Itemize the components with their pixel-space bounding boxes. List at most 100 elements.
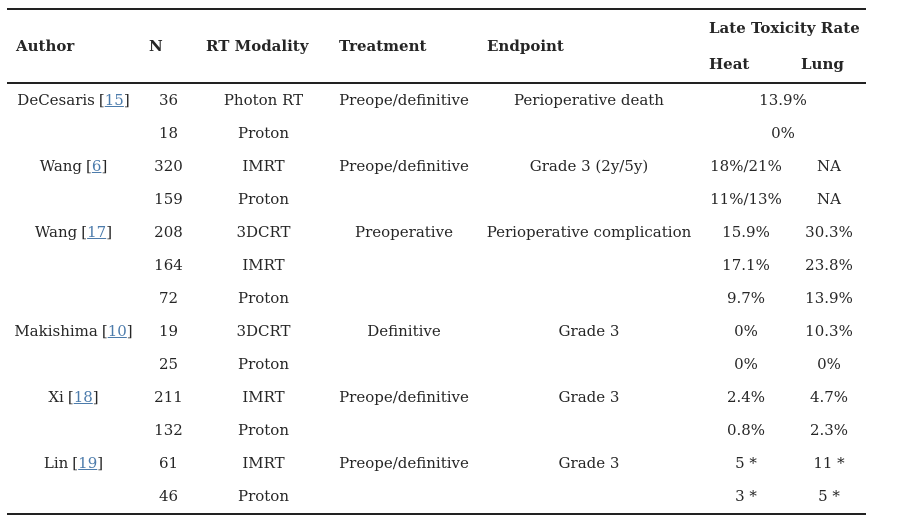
author-name: DeCesaris [17, 91, 95, 109]
n-cell: 18 [158, 124, 179, 142]
header-row-sub: Heat Lung [7, 46, 866, 84]
table-row: 164 IMRT 17.1% 23.8% [7, 249, 866, 282]
modality-cell: 3DCRT [236, 223, 291, 241]
toxicity-merged-cell: 0% [771, 124, 795, 142]
reference-link[interactable]: 18 [73, 388, 93, 406]
col-header-author: Author [7, 9, 140, 84]
heat-cell: 0.8% [726, 421, 766, 439]
table-row: 159 Proton 11%/13% NA [7, 183, 866, 216]
col-header-treatment: Treatment [330, 9, 478, 84]
modality-cell: Proton [237, 289, 289, 307]
lung-cell: 30.3% [805, 223, 853, 241]
table-row: DeCesaris [15] 36 Photon RT Preope/defini… [7, 83, 866, 117]
treatment-cell: Preope/definitive [339, 91, 469, 109]
lung-cell: 5 * [818, 487, 840, 505]
table-row: 72 Proton 9.7% 13.9% [7, 282, 866, 315]
n-cell: 36 [158, 91, 179, 109]
late-toxicity-table: Author N RT Modality Treatment Endpoint … [7, 8, 866, 515]
ref-bracket-close: ] [106, 223, 113, 241]
n-cell: 320 [154, 157, 183, 175]
author-name: Lin [43, 454, 69, 472]
treatment-cell: Preope/definitive [339, 454, 469, 472]
endpoint-cell: Grade 3 (2y/5y) [529, 157, 649, 175]
reference-link[interactable]: 6 [91, 157, 102, 175]
author-cell: DeCesaris [15] [7, 83, 140, 150]
col-header-endpoint: Endpoint [478, 9, 700, 84]
treatment-cell: Preope/definitive [339, 388, 469, 406]
ref-bracket-open: [ [101, 322, 108, 340]
col-header-heat: Heat [700, 46, 792, 84]
n-cell: 159 [154, 190, 183, 208]
table-row: Xi [18] 211 IMRT Preope/definitive Grade … [7, 381, 866, 414]
table-row: 132 Proton 0.8% 2.3% [7, 414, 866, 447]
table-row: Lin [19] 61 IMRT Preope/definitive Grade … [7, 447, 866, 480]
author-name: Makishima [14, 322, 98, 340]
ref-bracket-open: [ [98, 91, 105, 109]
heat-cell: 11%/13% [710, 190, 782, 208]
modality-cell: IMRT [242, 157, 285, 175]
col-group-header-late-toxicity-rate: Late Toxicity Rate [709, 19, 860, 37]
endpoint-cell: Perioperative complication [486, 223, 692, 241]
modality-cell: Proton [237, 190, 289, 208]
heat-cell: 3 * [735, 487, 757, 505]
endpoint-cell: Grade 3 [558, 454, 620, 472]
col-header-lung: Lung [792, 46, 866, 84]
table-row: 25 Proton 0% 0% [7, 348, 866, 381]
modality-cell: 3DCRT [236, 322, 291, 340]
author-cell: Wang [6] [7, 150, 140, 216]
n-cell: 19 [158, 322, 179, 340]
modality-cell: Proton [237, 421, 289, 439]
lung-cell: NA [817, 190, 841, 208]
modality-cell: Proton [237, 124, 289, 142]
n-cell: 72 [158, 289, 179, 307]
heat-cell: 18%/21% [710, 157, 782, 175]
ref-bracket-open: [ [86, 157, 92, 175]
table-row: 18 Proton 0% [7, 117, 866, 150]
col-header-rt-modality: RT Modality [197, 9, 330, 84]
heat-cell: 2.4% [726, 388, 766, 406]
author-cell: Xi [18] [7, 381, 140, 447]
reference-link[interactable]: 17 [87, 223, 107, 241]
lung-cell: NA [817, 157, 841, 175]
heat-cell: 0% [734, 355, 758, 373]
lung-cell: 10.3% [805, 322, 853, 340]
lung-cell: 13.9% [805, 289, 853, 307]
heat-cell: 5 * [735, 454, 757, 472]
author-name: Wang [39, 157, 83, 175]
ref-bracket-close: ] [123, 91, 130, 109]
endpoint-cell: Grade 3 [558, 322, 620, 340]
treatment-cell: Preoperative [355, 223, 453, 241]
table-row: Makishima [10] 19 3DCRT Definitive Grade … [7, 315, 866, 348]
ref-bracket-open: [ [81, 223, 88, 241]
modality-cell: Proton [237, 355, 289, 373]
endpoint-cell: Grade 3 [558, 388, 620, 406]
col-header-n: N [140, 9, 197, 84]
heat-cell: 17.1% [722, 256, 770, 274]
heat-cell: 0% [734, 322, 758, 340]
endpoint-cell: Perioperative death [514, 91, 664, 109]
n-cell: 61 [158, 454, 179, 472]
lung-cell: 4.7% [809, 388, 849, 406]
ref-bracket-open: [ [72, 454, 79, 472]
author-name: Wang [34, 223, 78, 241]
modality-cell: IMRT [242, 256, 285, 274]
lung-cell: 11 * [813, 454, 845, 472]
treatment-cell: Preope/definitive [339, 157, 469, 175]
reference-link[interactable]: 10 [107, 322, 127, 340]
modality-cell: IMRT [242, 388, 285, 406]
reference-link[interactable]: 19 [78, 454, 98, 472]
study-toxicity-table-container: Author N RT Modality Treatment Endpoint … [7, 8, 866, 515]
heat-cell: 15.9% [722, 223, 770, 241]
table-row: Wang [17] 208 3DCRT Preoperative Perioper… [7, 216, 866, 249]
n-cell: 208 [154, 223, 183, 241]
ref-bracket-close: ] [92, 388, 99, 406]
ref-bracket-close: ] [97, 454, 104, 472]
reference-link[interactable]: 15 [104, 91, 124, 109]
author-cell: Wang [17] [7, 216, 140, 315]
heat-cell: 9.7% [726, 289, 766, 307]
lung-cell: 23.8% [805, 256, 853, 274]
author-cell: Makishima [10] [7, 315, 140, 381]
modality-cell: Proton [237, 487, 289, 505]
table-row: 46 Proton 3 * 5 * [7, 480, 866, 514]
lung-cell: 0% [817, 355, 841, 373]
